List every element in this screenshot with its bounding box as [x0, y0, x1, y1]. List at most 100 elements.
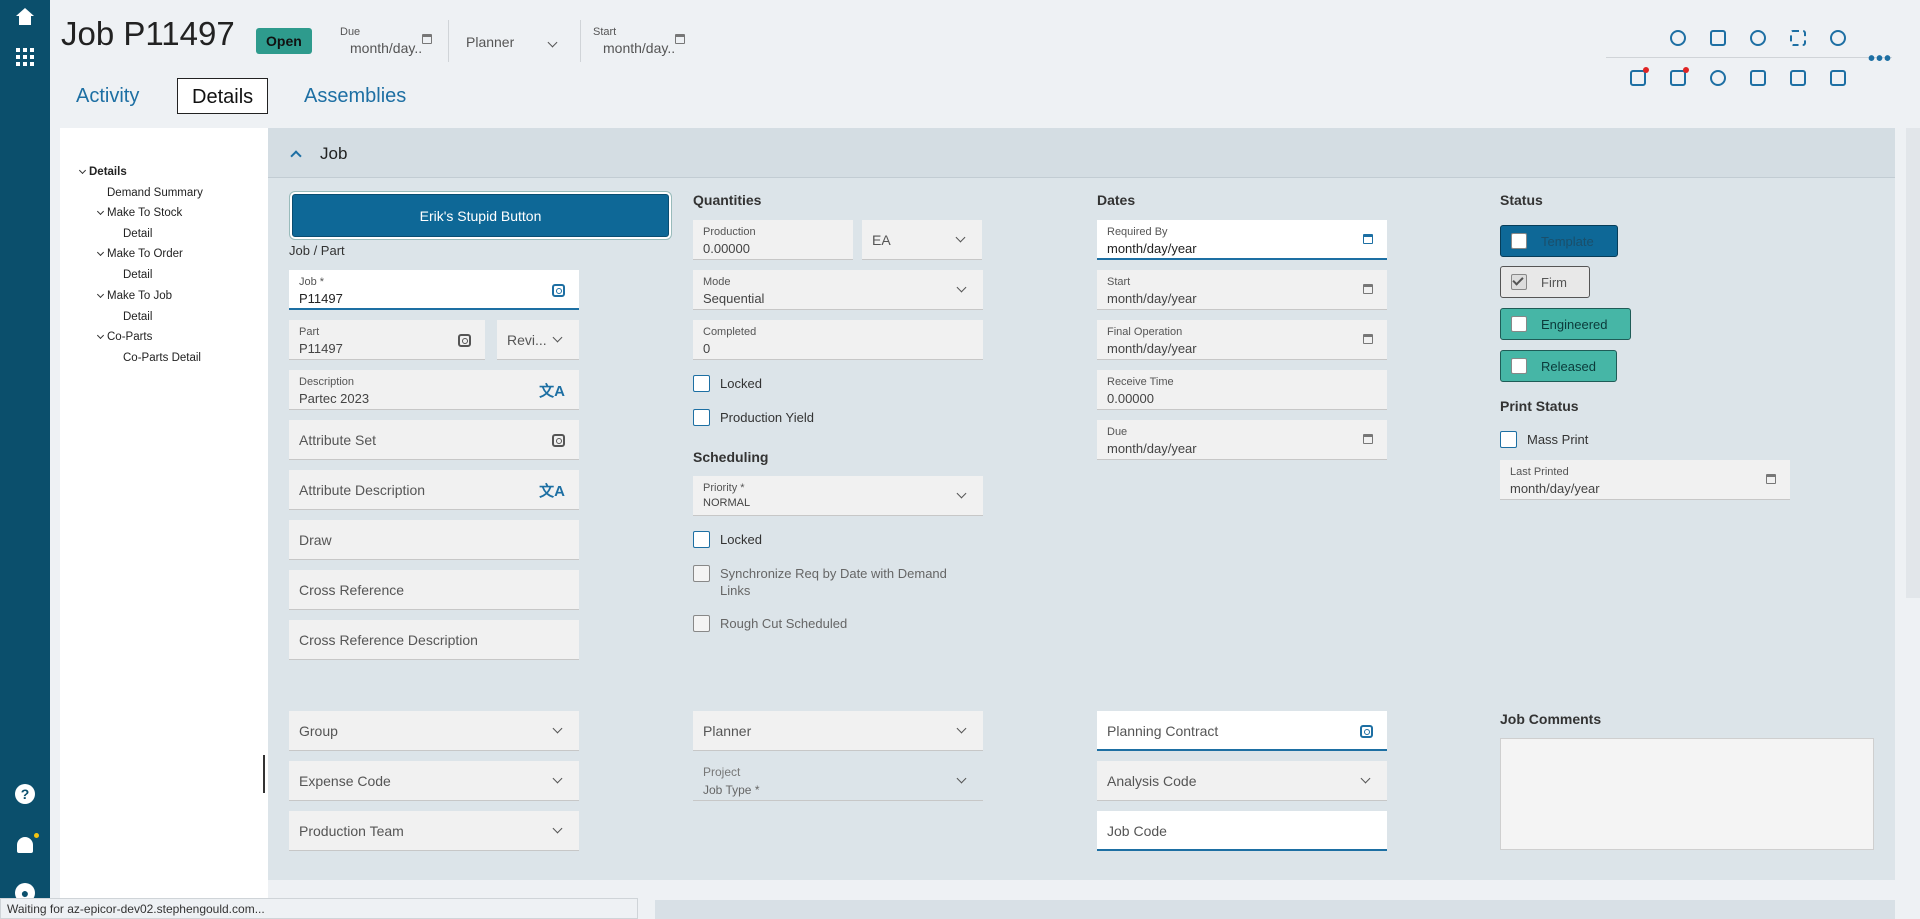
qty-locked-checkbox[interactable]: Locked — [693, 375, 762, 395]
tree-item-detail[interactable]: Detail — [123, 269, 153, 281]
completed-field[interactable]: Completed 0 — [693, 320, 983, 360]
sched-locked-checkbox[interactable]: Locked — [693, 531, 762, 551]
released-toggle[interactable]: Released — [1500, 350, 1617, 382]
job-panel-header[interactable]: Job — [268, 128, 1895, 178]
calendar-icon[interactable] — [1766, 474, 1776, 484]
header-planner-select[interactable]: Planner — [456, 22, 558, 62]
attachment-button[interactable] — [1706, 66, 1730, 90]
tab-details[interactable]: Details — [177, 78, 269, 114]
production-yield-checkbox[interactable]: Production Yield — [693, 409, 814, 429]
description-field[interactable]: Description Partec 2023 文A — [289, 370, 579, 410]
required-by-field[interactable]: Required By month/day/year — [1097, 220, 1387, 260]
apps-button[interactable] — [0, 40, 50, 74]
attribute-set-field[interactable]: Attribute Set — [289, 420, 579, 460]
job-code-field[interactable]: Job Code — [1097, 811, 1387, 851]
sync-req-checkbox[interactable]: Synchronize Req by Date with Demand Link… — [693, 565, 953, 601]
translate-icon[interactable]: 文A — [539, 383, 565, 400]
page-scrollbar[interactable] — [1906, 128, 1920, 598]
chevron-up-icon[interactable] — [290, 150, 302, 162]
help-button[interactable]: ? — [0, 777, 50, 811]
checkbox[interactable] — [693, 375, 710, 392]
lookup-icon[interactable] — [1360, 725, 1373, 741]
lookup-icon[interactable] — [458, 334, 471, 350]
checkbox[interactable] — [693, 531, 710, 548]
cross-reference-field[interactable]: Cross Reference — [289, 570, 579, 610]
attribute-description-field[interactable]: Attribute Description 文A — [289, 470, 579, 510]
save-button[interactable] — [1706, 26, 1730, 50]
checkbox[interactable] — [1511, 233, 1527, 249]
tree-item-co-parts[interactable]: Co-Parts — [96, 331, 152, 343]
calendar-icon[interactable] — [1363, 234, 1373, 244]
clear-button[interactable] — [1786, 26, 1810, 50]
priority-select[interactable]: Priority * NORMAL — [693, 476, 983, 516]
add-button[interactable] — [1666, 26, 1690, 50]
calendar-icon[interactable] — [675, 32, 685, 47]
more-icon[interactable]: ••• — [1868, 48, 1893, 70]
tree-item-detail[interactable]: Detail — [123, 311, 153, 323]
part-field[interactable]: Part P11497 — [289, 320, 485, 360]
tab-activity[interactable]: Activity — [76, 85, 140, 107]
checkbox[interactable] — [1511, 316, 1527, 332]
template-toggle[interactable]: Template — [1500, 225, 1618, 257]
checkbox[interactable] — [1511, 274, 1527, 290]
splitter-handle[interactable] — [263, 755, 265, 793]
mode-select[interactable]: Mode Sequential — [693, 270, 983, 310]
due-date-field[interactable]: Due month/day/year — [1097, 420, 1387, 460]
project-select[interactable]: Project Job Type * — [693, 761, 983, 801]
header-start-field[interactable]: Start month/day... — [593, 22, 685, 62]
production-qty-field[interactable]: Production 0.00000 — [693, 220, 853, 260]
group-select[interactable]: Group — [289, 711, 579, 751]
translate-icon[interactable]: 文A — [539, 483, 565, 500]
memo-button[interactable] — [1666, 66, 1690, 90]
rough-cut-checkbox[interactable]: Rough Cut Scheduled — [693, 615, 847, 635]
tree-item-demand-summary[interactable]: Demand Summary — [107, 187, 203, 199]
custom-action-button[interactable]: Erik's Stupid Button — [292, 194, 669, 237]
hierarchy-button[interactable] — [1746, 66, 1770, 90]
revision-select[interactable]: Revi... — [497, 320, 579, 360]
tree-item-make-to-stock[interactable]: Make To Stock — [96, 207, 182, 219]
tree-item-make-to-job[interactable]: Make To Job — [96, 290, 172, 302]
engineered-toggle[interactable]: Engineered — [1500, 308, 1631, 340]
notifications-button[interactable] — [0, 828, 50, 862]
checkbox[interactable] — [693, 615, 710, 632]
lookup-icon[interactable] — [552, 434, 565, 450]
analysis-code-select[interactable]: Analysis Code — [1097, 761, 1387, 801]
checkbox[interactable] — [1511, 358, 1527, 374]
calendar-icon[interactable] — [1363, 284, 1373, 294]
last-printed-field[interactable]: Last Printed month/day/year — [1500, 460, 1790, 500]
notes-button[interactable] — [1626, 66, 1650, 90]
settings-button[interactable] — [1826, 66, 1850, 90]
uom-select[interactable]: EA — [862, 220, 982, 260]
lookup-icon[interactable] — [552, 284, 565, 300]
planning-contract-field[interactable]: Planning Contract — [1097, 711, 1387, 751]
tree-item-co-parts-detail[interactable]: Co-Parts Detail — [123, 352, 201, 364]
planner-select[interactable]: Planner — [693, 711, 983, 751]
checkbox[interactable] — [1500, 431, 1517, 448]
draw-field[interactable]: Draw — [289, 520, 579, 560]
receive-time-field[interactable]: Receive Time 0.00000 — [1097, 370, 1387, 410]
refresh-button[interactable] — [1746, 26, 1770, 50]
mass-print-checkbox[interactable]: Mass Print — [1500, 431, 1588, 451]
calendar-icon[interactable] — [422, 32, 432, 47]
tree-item-make-to-order[interactable]: Make To Order — [96, 248, 183, 260]
last-printed-value: month/day/year — [1510, 481, 1600, 496]
home-button[interactable] — [0, 0, 50, 34]
final-operation-field[interactable]: Final Operation month/day/year — [1097, 320, 1387, 360]
tree-item-details[interactable]: Details — [78, 166, 127, 178]
tree-item-detail[interactable]: Detail — [123, 228, 153, 240]
calendar-icon[interactable] — [1363, 434, 1373, 444]
production-team-select[interactable]: Production Team — [289, 811, 579, 851]
calendar-button[interactable] — [1786, 66, 1810, 90]
search-button[interactable] — [1826, 26, 1850, 50]
firm-toggle[interactable]: Firm — [1500, 266, 1590, 298]
header-due-field[interactable]: Due month/day... — [340, 22, 432, 62]
calendar-icon[interactable] — [1363, 334, 1373, 344]
tab-assemblies[interactable]: Assemblies — [304, 85, 407, 107]
cross-reference-description-field[interactable]: Cross Reference Description — [289, 620, 579, 660]
start-date-field[interactable]: Start month/day/year — [1097, 270, 1387, 310]
job-comments-textarea[interactable] — [1500, 738, 1874, 850]
checkbox[interactable] — [693, 409, 710, 426]
expense-code-select[interactable]: Expense Code — [289, 761, 579, 801]
checkbox[interactable] — [693, 565, 710, 582]
job-field[interactable]: Job * P11497 — [289, 270, 579, 310]
